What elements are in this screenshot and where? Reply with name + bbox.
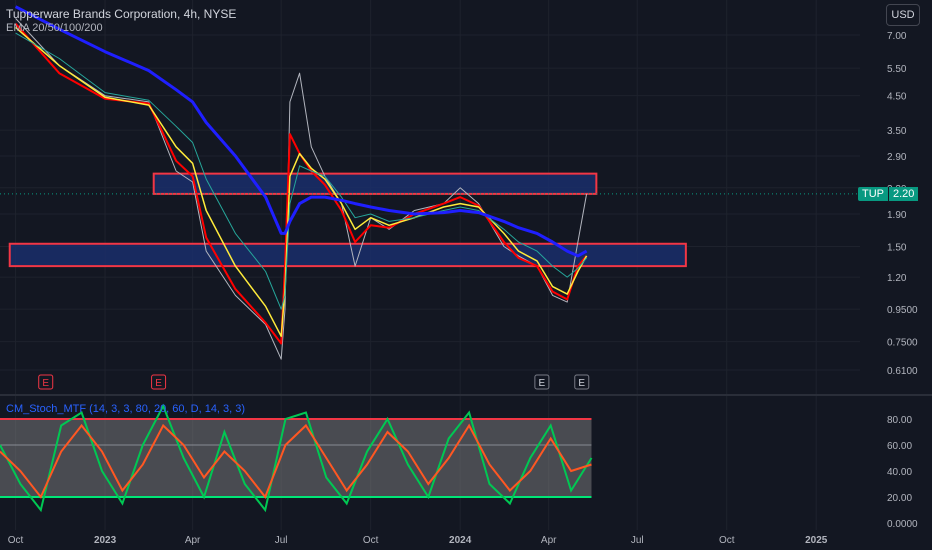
series-line-tup (15, 18, 588, 360)
x-tick-label: Apr (541, 535, 557, 546)
y-tick-label: 4.50 (887, 92, 907, 103)
earnings-marker: E (151, 374, 167, 390)
y-tick-label: 1.90 (887, 210, 907, 221)
resistance-zone-1 (152, 172, 598, 195)
y-tick-label: 1.20 (887, 273, 907, 284)
resistance-zone-2 (8, 242, 687, 268)
x-tick-label: Oct (8, 535, 24, 546)
y-tick-label: 7.00 (887, 31, 907, 42)
earnings-marker-label: E (539, 378, 546, 389)
stoch-y-tick-label: 0.0000 (887, 519, 918, 530)
earnings-marker-label: E (42, 378, 49, 389)
earnings-marker-box (38, 374, 54, 390)
stoch-y-tick-label: 80.00 (887, 415, 912, 426)
y-tick-label: 0.7500 (887, 338, 918, 349)
x-tick-label: Jul (631, 535, 644, 546)
y-tick-label: 0.9500 (887, 305, 918, 316)
stoch-band (0, 419, 592, 497)
price-tag-value: 2.20 (888, 187, 919, 201)
earnings-marker-label: E (578, 378, 585, 389)
series-line-ema-100 (15, 32, 587, 310)
y-tick-label: 0.6100 (887, 366, 918, 377)
stoch-line-d (0, 423, 592, 499)
stoch-y-tick-label: 40.00 (887, 467, 912, 478)
x-tick-label: Oct (719, 535, 735, 546)
stoch-y-tick-label: 20.00 (887, 493, 912, 504)
price-tag-symbol: TUP (858, 187, 888, 201)
x-tick-label: Jul (275, 535, 288, 546)
chart-title: Tupperware Brands Corporation, 4h, NYSE (6, 7, 237, 21)
last-price-tag: TUP 2.20 (858, 187, 919, 201)
x-tick-label: 2023 (94, 535, 117, 546)
series-line-ema-200 (14, 5, 588, 258)
x-tick-label: Oct (363, 535, 379, 546)
ema-legend: EMA 20/50/100/200 (6, 22, 103, 34)
y-tick-label: 1.50 (887, 242, 907, 253)
earnings-marker: E (574, 374, 590, 390)
currency-button[interactable]: USD (886, 4, 920, 26)
stoch-y-tick-label: 60.00 (887, 441, 912, 452)
stoch-indicator-label: CM_Stoch_MTF (14, 3, 3, 80, 20, 60, D, 1… (6, 403, 246, 415)
earnings-marker-box (534, 374, 550, 390)
earnings-marker: E (38, 374, 54, 390)
earnings-marker-box (151, 374, 167, 390)
earnings-marker-box (574, 374, 590, 390)
x-tick-label: 2025 (805, 535, 828, 546)
y-tick-label: 5.50 (887, 64, 907, 75)
stoch-line-k (0, 403, 593, 513)
x-tick-label: 2024 (449, 535, 472, 546)
x-tick-label: Apr (185, 535, 201, 546)
series-line-ema-50 (15, 26, 588, 338)
y-tick-label: 2.90 (887, 152, 907, 163)
y-tick-label: 3.50 (887, 126, 907, 137)
earnings-marker-label: E (155, 378, 162, 389)
earnings-marker: E (534, 374, 550, 390)
